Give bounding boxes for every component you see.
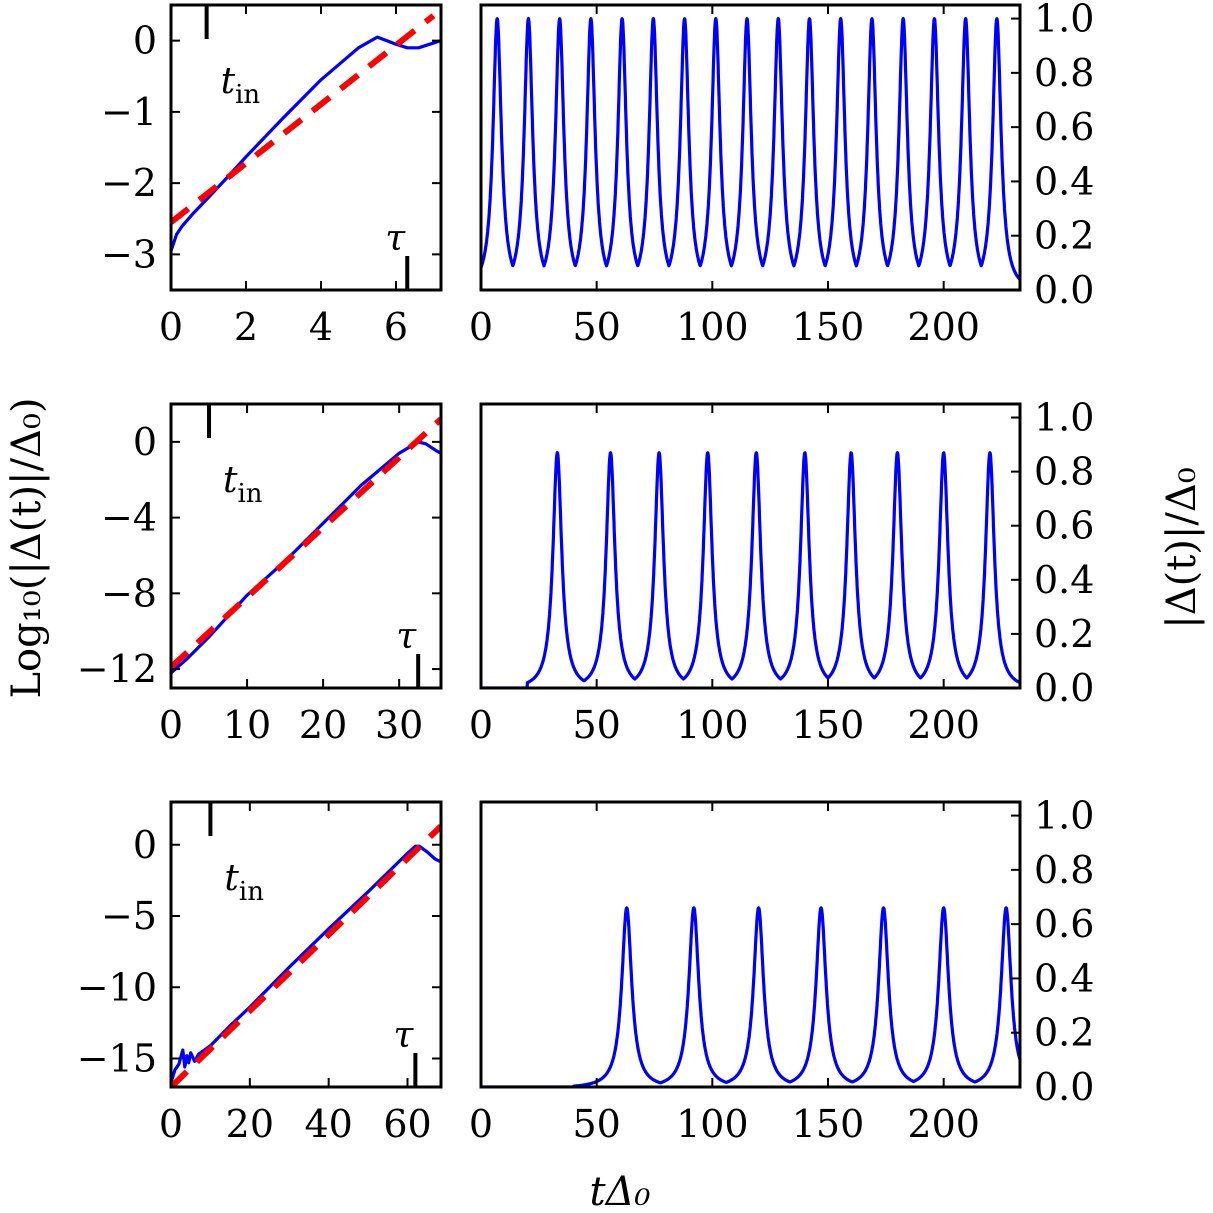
x-tick-label: 50 xyxy=(572,1102,620,1146)
x-tick-label: 20 xyxy=(299,703,347,747)
plot-area xyxy=(171,824,441,1087)
x-tick-label: 20 xyxy=(226,1102,274,1146)
x-tick-label: 50 xyxy=(572,703,620,747)
y-tick-label: 0.8 xyxy=(1034,848,1094,892)
y-tick-label: −4 xyxy=(101,496,157,540)
x-tick-label: 2 xyxy=(234,305,258,349)
axes-frame xyxy=(169,3,443,292)
y-tick-label: −2 xyxy=(101,161,157,205)
x-tick-label: 4 xyxy=(309,305,333,349)
t-in-label: tin xyxy=(223,460,263,509)
x-tick-label: 150 xyxy=(792,703,865,747)
x-tick-label: 30 xyxy=(375,703,423,747)
x-axis-label: tΔ₀ xyxy=(590,1169,651,1213)
x-tick-label: 150 xyxy=(792,1102,865,1146)
y-tick-label: 0.6 xyxy=(1034,105,1094,149)
panel-row3-left: tin τ 0 20 40 60 0 −5 −10 −15 xyxy=(77,800,443,1146)
y-tick-label: 0.0 xyxy=(1034,666,1094,710)
y-tick-label: −15 xyxy=(77,1037,157,1081)
y-tick-label: 0.8 xyxy=(1034,450,1094,494)
t-in-label: tin xyxy=(224,858,264,907)
y-tick-label: 0.6 xyxy=(1034,504,1094,548)
panel-row1-right: 0 50 100 150 200 0.0 0.2 0.4 0.6 0.8 1.0 xyxy=(469,0,1095,349)
panel-row1-left: tin τ 0 2 4 6 0 −1 −2 −3 xyxy=(101,3,443,349)
y-tick-label: 0.4 xyxy=(1034,956,1094,1000)
data-line xyxy=(171,35,441,252)
panel-row2-right: 0 50 100 150 200 0.0 0.2 0.4 0.6 0.8 1.0 xyxy=(469,396,1095,747)
y-tick-label: 0.2 xyxy=(1034,1011,1094,1055)
axes-frame xyxy=(479,402,1022,690)
plot-area xyxy=(171,416,441,675)
panel-row2-left: tin τ 0 10 20 30 0 −4 −8 −12 xyxy=(77,402,443,747)
y-tick-label: 0.0 xyxy=(1034,1065,1094,1109)
x-tick-label: 0 xyxy=(469,305,493,349)
tau-label: τ xyxy=(396,616,417,657)
plot-area xyxy=(171,13,441,252)
data-line xyxy=(481,451,1020,688)
tau-label: τ xyxy=(385,218,406,259)
plot-area xyxy=(481,17,1020,281)
axes-frame xyxy=(479,800,1022,1089)
plot-area xyxy=(481,451,1020,688)
x-tick-label: 100 xyxy=(676,703,749,747)
x-tick-label: 200 xyxy=(907,305,980,349)
y-tick-label: −10 xyxy=(77,965,157,1009)
x-tick-label: 0 xyxy=(469,703,493,747)
x-tick-label: 200 xyxy=(907,703,980,747)
x-tick-label: 0 xyxy=(469,1102,493,1146)
y-tick-label: 0.4 xyxy=(1034,558,1094,602)
fit-line xyxy=(171,824,441,1087)
y-tick-label: −1 xyxy=(101,90,157,134)
y-tick-label: 0.8 xyxy=(1034,51,1094,95)
y-tick-label: 0 xyxy=(133,19,157,63)
x-tick-label: 50 xyxy=(572,305,620,349)
y-tick-label: 1.0 xyxy=(1034,396,1094,440)
y-tick-label: 1.0 xyxy=(1034,0,1094,41)
data-line xyxy=(481,906,1020,1087)
fit-line xyxy=(171,13,436,225)
y-tick-label: 0.4 xyxy=(1034,159,1094,203)
data-line xyxy=(171,440,441,675)
y-tick-label: 0.2 xyxy=(1034,214,1094,258)
y-tick-label: 0.0 xyxy=(1034,268,1094,312)
y-tick-label: 0.2 xyxy=(1034,612,1094,656)
x-tick-label: 200 xyxy=(907,1102,980,1146)
t-in-subscript: in xyxy=(235,80,260,110)
x-tick-label: 0 xyxy=(159,305,183,349)
x-tick-label: 60 xyxy=(383,1102,431,1146)
t-in-subscript: in xyxy=(237,479,262,509)
x-tick-label: 40 xyxy=(304,1102,352,1146)
x-tick-label: 0 xyxy=(159,1102,183,1146)
left-y-axis-label: Log₁₀(|Δ(t)|/Δ₀) xyxy=(4,397,50,698)
x-tick-label: 6 xyxy=(384,305,408,349)
panel-row3-right: 0 50 100 150 200 0.0 0.2 0.4 0.6 0.8 1.0 xyxy=(469,794,1095,1146)
y-tick-label: 0 xyxy=(133,420,157,464)
y-tick-label: −5 xyxy=(101,894,157,938)
y-tick-label: −3 xyxy=(101,232,157,276)
x-tick-label: 150 xyxy=(792,305,865,349)
t-in-subscript: in xyxy=(239,877,264,907)
x-tick-label: 100 xyxy=(676,305,749,349)
t-in-label: tin xyxy=(221,61,261,110)
y-tick-label: −8 xyxy=(101,571,157,615)
right-y-axis-label: |Δ(t)|/Δ₀ xyxy=(1159,467,1205,629)
x-tick-label: 100 xyxy=(676,1102,749,1146)
y-tick-label: 1.0 xyxy=(1034,794,1094,838)
data-line xyxy=(481,17,1020,281)
axes-frame xyxy=(479,3,1022,292)
x-tick-label: 0 xyxy=(159,703,183,747)
tau-label: τ xyxy=(393,1015,414,1056)
y-tick-label: 0 xyxy=(133,823,157,867)
plot-area xyxy=(481,906,1020,1087)
y-tick-label: 0.6 xyxy=(1034,902,1094,946)
axes-frame xyxy=(169,402,443,690)
axes-frame xyxy=(169,800,443,1089)
fit-line xyxy=(171,416,441,670)
x-tick-label: 10 xyxy=(223,703,271,747)
y-tick-label: −12 xyxy=(77,647,157,691)
